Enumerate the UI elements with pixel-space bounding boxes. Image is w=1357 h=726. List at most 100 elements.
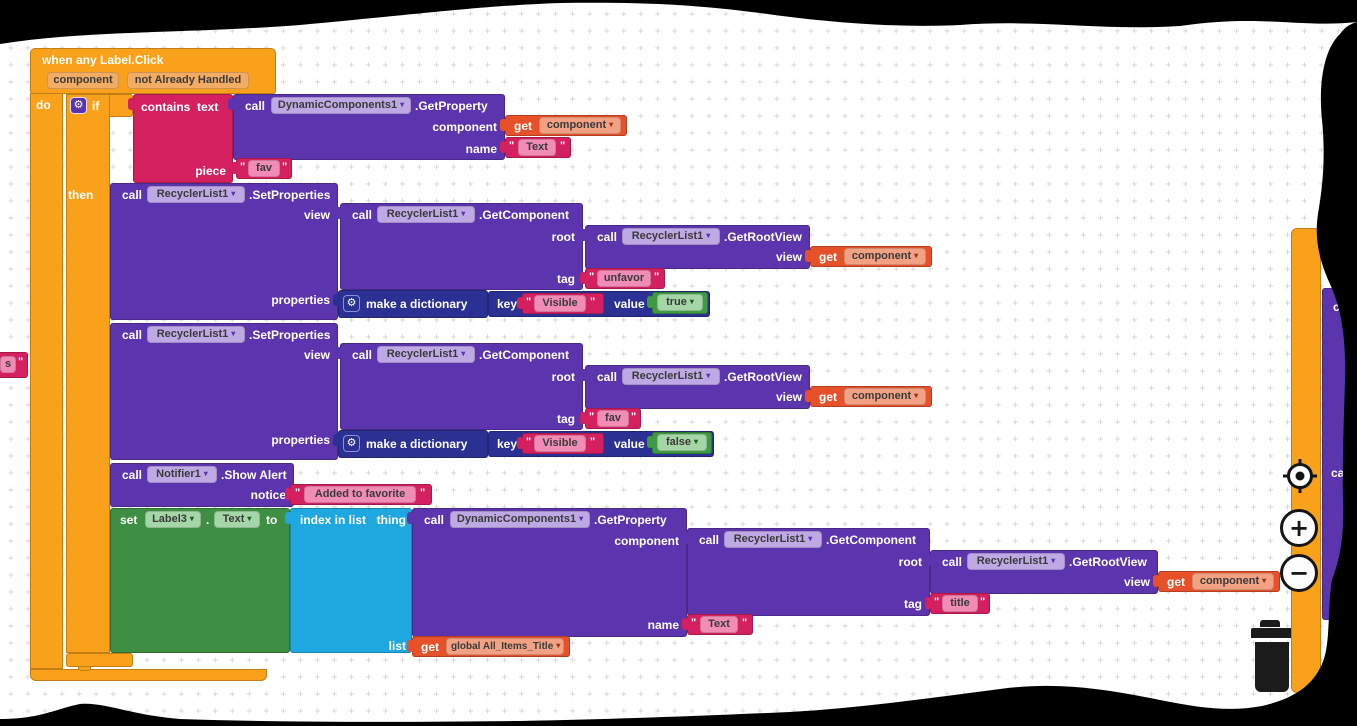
zoom-in-button[interactable]: +: [1280, 509, 1318, 547]
do-label: do: [36, 98, 51, 112]
zoom-out-button[interactable]: −: [1280, 554, 1318, 592]
call-showalert-block[interactable]: call Notifier1 ▾ .Show Alert notice: [110, 463, 294, 507]
string-block-visible-2[interactable]: " Visible ": [517, 433, 604, 454]
string-field[interactable]: fav: [248, 160, 280, 177]
dynamiccomponents-dropdown[interactable]: DynamicComponents1 ▾: [450, 511, 590, 528]
partial-call-block-right[interactable]: c call: [1322, 288, 1357, 620]
string-block-added-to-favorite[interactable]: " Added to favorite ": [285, 484, 432, 505]
event-param-not-already-handled[interactable]: not Already Handled: [127, 72, 249, 89]
string-field[interactable]: Visible: [534, 295, 586, 312]
if-block-spine[interactable]: [66, 94, 110, 653]
string-field[interactable]: Visible: [534, 435, 586, 452]
chevron-down-icon: ▾: [556, 641, 561, 650]
variable-dropdown[interactable]: component ▾: [844, 388, 926, 405]
call-setproperties-block-1[interactable]: call RecyclerList1 ▾ .SetProperties view …: [110, 183, 338, 320]
call-getcomponent-block-2[interactable]: call RecyclerList1 ▾ .GetComponent root t…: [335, 343, 583, 430]
get-global-all-items-title-block[interactable]: get global All_Items_Title ▾: [407, 636, 570, 657]
string-block-fav-tag[interactable]: " fav ": [580, 408, 641, 429]
string-block-text-1[interactable]: " Text ": [500, 137, 571, 158]
call-getrootview-block-1[interactable]: call RecyclerList1 ▾ .GetRootView view: [580, 225, 810, 269]
notifier-dropdown[interactable]: Notifier1 ▾: [147, 466, 217, 483]
event-param-component[interactable]: component: [47, 72, 119, 89]
event-block-bottom[interactable]: [30, 669, 267, 681]
string-block-text-2[interactable]: " Text ": [682, 614, 753, 635]
dot-label: .: [206, 513, 210, 527]
recyclerlist-dropdown[interactable]: RecyclerList1 ▾: [967, 553, 1065, 570]
string-field[interactable]: unfavor: [597, 270, 651, 287]
string-block-visible-1[interactable]: " Visible ": [517, 293, 604, 314]
mutator-gear-icon[interactable]: ⚙: [344, 436, 359, 451]
variable-dropdown[interactable]: component ▾: [539, 117, 621, 134]
string-field[interactable]: fav: [597, 410, 629, 427]
call-label: call: [942, 555, 963, 569]
event-block-header[interactable]: when any Label.Click component not Alrea…: [30, 48, 276, 94]
global-variable-dropdown[interactable]: global All_Items_Title ▾: [446, 638, 564, 655]
call-getcomponent-block-1[interactable]: call RecyclerList1 ▾ .GetComponent root t…: [335, 203, 583, 290]
string-block-title[interactable]: " title ": [925, 593, 990, 614]
string-value: Visible: [542, 437, 578, 449]
text-property-dropdown[interactable]: Text ▾: [214, 511, 260, 528]
variable-dropdown[interactable]: component ▾: [1192, 573, 1274, 590]
properties-arg-label: properties: [271, 293, 330, 307]
tag-arg-label: tag: [557, 412, 575, 426]
contains-text-block[interactable]: contains text piece: [128, 94, 233, 183]
call-getproperty-block-2[interactable]: call DynamicComponents1 ▾ .GetProperty co…: [407, 508, 687, 637]
label3-dropdown[interactable]: Label3 ▾: [145, 511, 201, 528]
logic-dropdown[interactable]: false ▾: [657, 434, 707, 451]
key-label: key: [497, 297, 518, 311]
mutator-gear-icon[interactable]: ⚙: [71, 98, 86, 113]
call-label: call: [352, 348, 373, 362]
recyclerlist-dropdown[interactable]: RecyclerList1 ▾: [622, 228, 720, 245]
dropdown-value: global All_Items_Title: [451, 641, 554, 652]
call-label: call: [352, 208, 373, 222]
event-block-spine[interactable]: [30, 93, 63, 669]
logic-false-block[interactable]: false ▾: [647, 432, 712, 454]
dynamiccomponents-dropdown[interactable]: DynamicComponents1 ▾: [271, 97, 411, 114]
logic-dropdown[interactable]: true ▾: [657, 294, 703, 311]
call-getproperty-block-1[interactable]: call DynamicComponents1 ▾ .GetProperty co…: [228, 94, 505, 160]
open-quote: ": [589, 271, 595, 283]
if-block-bottom-tab[interactable]: [78, 666, 91, 671]
index-in-list-block[interactable]: index in list thing list: [285, 508, 412, 653]
get-component-block-3[interactable]: get component ▾: [805, 386, 932, 407]
key-label: key: [497, 437, 518, 451]
partial-string-block-left[interactable]: s ": [0, 352, 28, 378]
center-on-blocks-button[interactable]: [1282, 458, 1318, 494]
string-block-unfavor[interactable]: " unfavor ": [580, 268, 665, 289]
recyclerlist-dropdown[interactable]: RecyclerList1 ▾: [147, 326, 245, 343]
get-component-block-1[interactable]: get component ▾: [500, 115, 627, 136]
string-value: fav: [256, 162, 272, 174]
make-dictionary-block-2[interactable]: ⚙ make a dictionary: [333, 430, 488, 458]
recyclerlist-dropdown[interactable]: RecyclerList1 ▾: [147, 186, 245, 203]
make-dictionary-block-1[interactable]: ⚙ make a dictionary: [333, 290, 488, 318]
set-label3-text-block[interactable]: set Label3 ▾ . Text ▾ to: [110, 508, 290, 653]
string-field[interactable]: Added to favorite: [304, 486, 416, 503]
string-field[interactable]: Text: [700, 616, 738, 633]
recyclerlist-dropdown[interactable]: RecyclerList1 ▾: [377, 206, 475, 223]
call-setproperties-block-2[interactable]: call RecyclerList1 ▾ .SetProperties view …: [110, 323, 338, 460]
string-block-fav-piece[interactable]: " fav ": [231, 158, 292, 179]
string-field[interactable]: s: [0, 356, 16, 373]
get-label: get: [1167, 575, 1185, 589]
get-component-block-2[interactable]: get component ▾: [805, 246, 932, 267]
call-getrootview-block-2[interactable]: call RecyclerList1 ▾ .GetRootView view: [580, 365, 810, 409]
open-quote: ": [691, 617, 697, 629]
variable-dropdown[interactable]: component ▾: [844, 248, 926, 265]
call-label: call: [597, 230, 618, 244]
recyclerlist-dropdown[interactable]: RecyclerList1 ▾: [622, 368, 720, 385]
recyclerlist-dropdown[interactable]: RecyclerList1 ▾: [377, 346, 475, 363]
call-getrootview-block-3[interactable]: call RecyclerList1 ▾ .GetRootView view: [925, 550, 1158, 594]
get-component-block-4[interactable]: get component ▾: [1153, 571, 1280, 592]
string-field[interactable]: title: [942, 595, 978, 612]
mutator-gear-icon[interactable]: ⚙: [344, 296, 359, 311]
logic-true-block[interactable]: true ▾: [647, 292, 708, 314]
string-value: unfavor: [603, 272, 645, 284]
open-quote: ": [240, 161, 246, 173]
if-label: if: [92, 99, 100, 113]
if-block-bottom[interactable]: [66, 653, 133, 667]
string-field[interactable]: Text: [518, 139, 556, 156]
open-quote: ": [526, 436, 532, 448]
call-getcomponent-block-3[interactable]: call RecyclerList1 ▾ .GetComponent root t…: [682, 528, 930, 616]
recyclerlist-dropdown[interactable]: RecyclerList1 ▾: [724, 531, 822, 548]
